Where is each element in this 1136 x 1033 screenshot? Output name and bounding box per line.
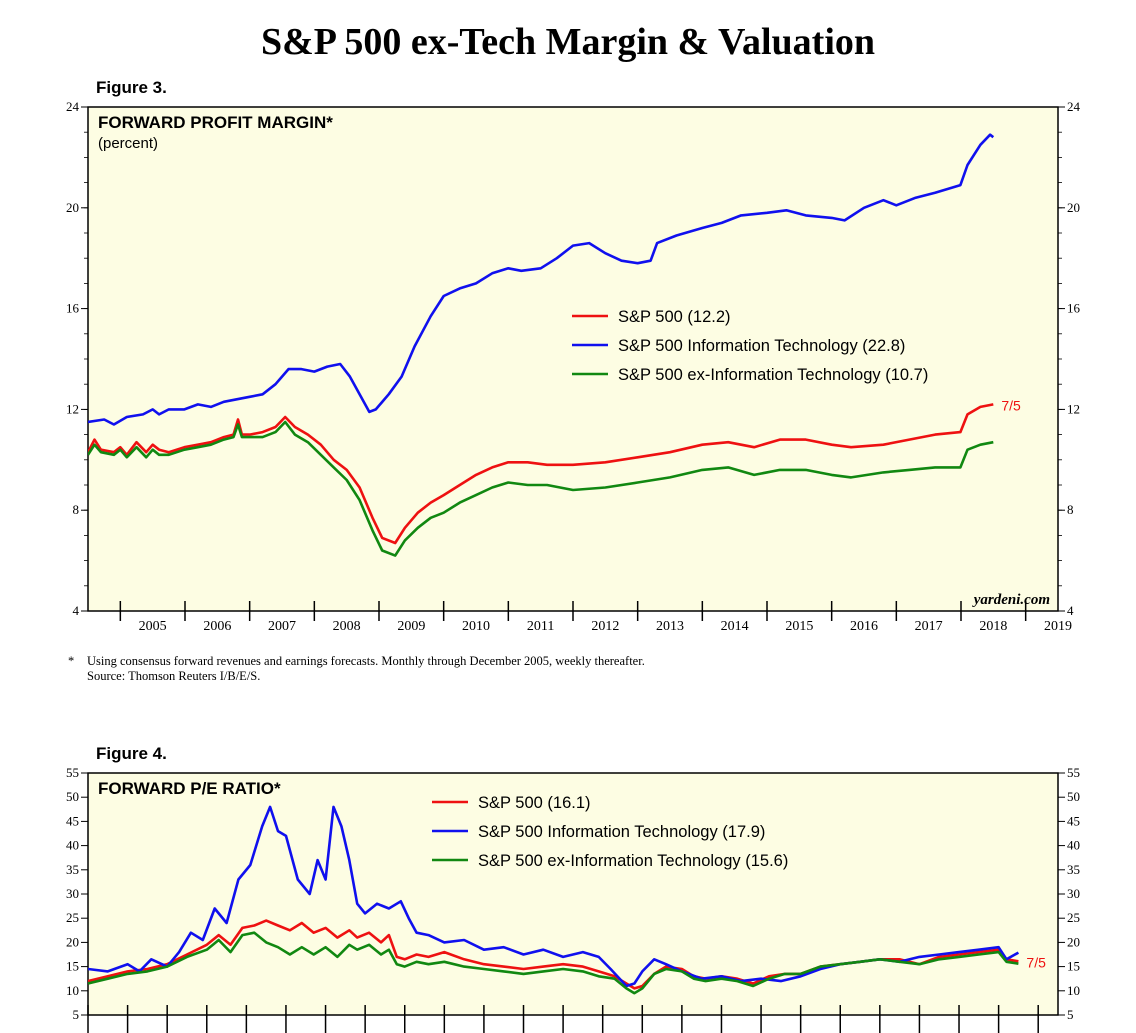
y-tick-label-right: 8 [1067, 502, 1074, 517]
x-tick-label: 2009 [397, 619, 425, 634]
series-line-1 [88, 805, 1020, 988]
y-tick-label-right: 30 [1067, 886, 1080, 901]
y-tick-label-right: 10 [1067, 983, 1080, 998]
footnote-text: Using consensus forward revenues and ear… [87, 654, 645, 668]
y-tick-label-left: 30 [66, 886, 79, 901]
y-tick-label-right: 15 [1067, 959, 1080, 974]
y-tick-label-right: 4 [1067, 603, 1074, 618]
y-tick-label-left: 8 [73, 502, 80, 517]
y-tick-label-left: 24 [66, 99, 80, 114]
footnote-star: * [68, 654, 75, 668]
x-tick-label: 2014 [721, 619, 749, 634]
x-tick-label: 2005 [139, 619, 167, 634]
x-tick-label: 2015 [785, 619, 813, 634]
y-tick-label-left: 4 [73, 603, 80, 618]
y-tick-label-left: 10 [66, 983, 79, 998]
legend-label-0: S&P 500 (16.1) [478, 794, 591, 812]
page-title: S&P 500 ex-Tech Margin & Valuation [260, 21, 876, 63]
figure-3-label: Figure 3. [96, 78, 167, 97]
y-tick-label-right: 25 [1067, 910, 1080, 925]
series-line-2 [88, 420, 994, 557]
x-tick-label: 2011 [527, 619, 554, 634]
footnote-source: Source: Thomson Reuters I/B/E/S. [87, 669, 261, 683]
chart-subtitle: (percent) [98, 135, 158, 152]
legend-label-2: S&P 500 ex-Information Technology (10.7) [618, 366, 928, 384]
y-tick-label-right: 55 [1067, 765, 1080, 780]
legend-label-1: S&P 500 Information Technology (22.8) [618, 337, 905, 355]
y-tick-label-right: 20 [1067, 934, 1080, 949]
y-tick-label-left: 40 [66, 838, 79, 853]
legend-label-1: S&P 500 Information Technology (17.9) [478, 823, 765, 841]
watermark: yardeni.com [972, 592, 1050, 608]
x-tick-label: 2008 [333, 619, 361, 634]
x-tick-label: 2018 [979, 619, 1007, 634]
y-tick-label-right: 24 [1067, 99, 1081, 114]
y-tick-label-right: 12 [1067, 401, 1080, 416]
chart-title: FORWARD PROFIT MARGIN* [98, 113, 333, 132]
end-date-label: 7/5 [1001, 397, 1021, 413]
y-tick-label-left: 45 [66, 813, 79, 828]
y-tick-label-right: 16 [1067, 301, 1081, 316]
plot-area [87, 106, 1059, 612]
y-tick-label-left: 25 [66, 910, 79, 925]
y-tick-label-left: 50 [66, 789, 79, 804]
x-tick-label: 2019 [1044, 619, 1072, 634]
y-tick-label-left: 35 [66, 862, 79, 877]
x-tick-label: 2007 [268, 619, 296, 634]
y-tick-label-right: 20 [1067, 200, 1080, 215]
y-tick-label-left: 12 [66, 401, 79, 416]
end-date-label: 7/5 [1026, 954, 1046, 970]
profit-margin-chart: 4 4 8 8 12 12 16 16 20 20 24 24 2005 2006 2007 2008 2009… [66, 99, 1081, 634]
y-tick-label-right: 5 [1067, 1007, 1074, 1022]
plot-area [87, 772, 1059, 1016]
x-tick-label: 2017 [915, 619, 943, 634]
series-line-1 [88, 133, 995, 426]
y-tick-label-right: 35 [1067, 862, 1080, 877]
y-tick-label-left: 55 [66, 765, 79, 780]
y-tick-label-left: 20 [66, 200, 79, 215]
y-tick-label-right: 50 [1067, 789, 1080, 804]
x-tick-label: 2010 [462, 619, 490, 634]
legend-label-2: S&P 500 ex-Information Technology (15.6) [478, 852, 788, 870]
y-tick-label-left: 5 [73, 1007, 80, 1022]
x-tick-label: 2016 [850, 619, 878, 634]
y-tick-label-right: 40 [1067, 838, 1080, 853]
y-tick-label-left: 20 [66, 934, 79, 949]
y-tick-label-right: 45 [1067, 813, 1080, 828]
figure-4-label: Figure 4. [96, 744, 167, 763]
x-tick-label: 2006 [203, 619, 231, 634]
chart-title: FORWARD P/E RATIO* [98, 779, 281, 798]
y-tick-label-left: 15 [66, 959, 79, 974]
series-line-0 [88, 403, 994, 545]
x-tick-label: 2012 [591, 619, 619, 634]
series-line-2 [88, 931, 1019, 995]
x-tick-label: 2013 [656, 619, 684, 634]
y-tick-label-left: 16 [66, 301, 80, 316]
legend-label-0: S&P 500 (12.2) [618, 308, 731, 326]
